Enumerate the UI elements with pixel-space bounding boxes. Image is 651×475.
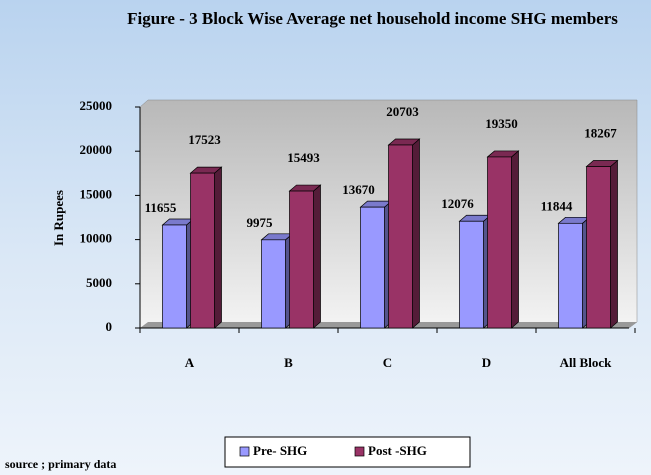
legend-label: Post -SHG [368, 443, 427, 458]
bar-front [162, 224, 187, 329]
data-label: 11655 [145, 200, 177, 215]
bar-front [360, 206, 385, 329]
bar [161, 218, 195, 329]
legend [224, 436, 471, 468]
y-tick-label: 0 [106, 319, 113, 334]
y-axis-label: In Rupees [51, 190, 66, 246]
data-label: 18267 [584, 126, 617, 141]
bar-front [388, 144, 413, 329]
bar-front [558, 222, 583, 329]
x-tick-label: B [284, 355, 293, 370]
y-tick-label: 10000 [80, 231, 113, 246]
x-tick-label: D [482, 355, 491, 370]
bar [288, 184, 322, 329]
legend-label: Pre- SHG [253, 443, 307, 458]
bar-side [313, 184, 321, 329]
bar-front [190, 172, 215, 329]
data-label: 17523 [188, 132, 221, 147]
bar-side [610, 159, 618, 329]
bar-front [289, 190, 314, 329]
data-label: 15493 [287, 150, 320, 165]
bar-front [459, 220, 484, 329]
bar [585, 159, 619, 329]
bar-front [586, 166, 611, 329]
y-tick-label: 25000 [80, 98, 113, 113]
bar [557, 216, 591, 329]
data-label: 20703 [386, 104, 419, 119]
bar-front [487, 156, 512, 329]
data-label: 12076 [441, 196, 474, 211]
bar-side [412, 138, 420, 329]
y-tick-label: 15000 [80, 186, 113, 201]
legend-swatch [354, 446, 365, 457]
chart-title: Figure - 3 Block Wise Average net househ… [127, 9, 618, 28]
source-note: source ; primary data [5, 457, 116, 471]
bar [260, 233, 294, 329]
y-tick-label: 5000 [86, 275, 112, 290]
bar [458, 214, 492, 329]
bar [189, 166, 223, 329]
x-tick-label: A [185, 355, 195, 370]
bar [387, 138, 421, 329]
x-tick-label: All Block [560, 355, 612, 370]
data-label: 13670 [342, 182, 375, 197]
bar-side [214, 166, 222, 329]
bar [359, 200, 393, 329]
bar-side [511, 150, 519, 329]
data-label: 19350 [485, 116, 518, 131]
bar [486, 150, 520, 329]
data-label: 11844 [541, 198, 573, 213]
x-tick-label: C [383, 355, 392, 370]
bar-front [261, 239, 286, 329]
legend-swatch [239, 446, 250, 457]
data-label: 9975 [247, 215, 274, 230]
y-tick-label: 20000 [80, 142, 113, 157]
